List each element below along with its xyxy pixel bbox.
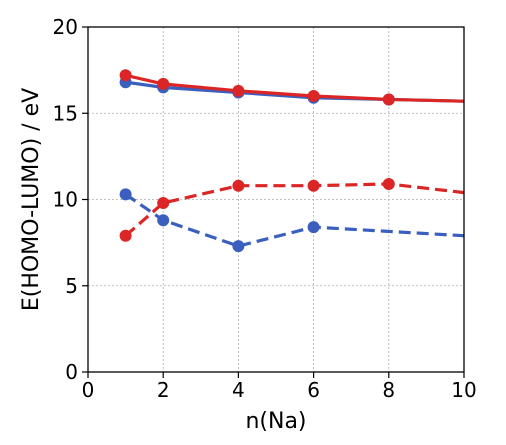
series-layer bbox=[119, 69, 465, 253]
y-tick-label: 10 bbox=[53, 188, 78, 212]
series-4-point bbox=[157, 196, 170, 209]
x-axis-label: n(Na) bbox=[245, 409, 306, 434]
series-3-point bbox=[232, 240, 245, 253]
x-tick-label: 8 bbox=[382, 378, 395, 402]
series-3-line bbox=[124, 193, 465, 248]
series-4-point bbox=[307, 179, 320, 192]
series-2-point bbox=[382, 93, 395, 106]
series-2-point bbox=[157, 77, 170, 90]
series-4-point bbox=[232, 179, 245, 192]
y-tick-label: 20 bbox=[53, 15, 78, 39]
series-2-point bbox=[119, 69, 132, 82]
x-tick-label: 6 bbox=[307, 378, 320, 402]
x-tick-label: 10 bbox=[451, 378, 476, 402]
series-2-line bbox=[125, 73, 465, 103]
y-tick-label: 15 bbox=[53, 101, 78, 125]
ticks: 0 2 4 6 8 10 0 5 10 15 20 bbox=[53, 15, 477, 402]
series-4-line bbox=[124, 182, 465, 237]
x-tick-label: 4 bbox=[232, 378, 245, 402]
x-tick-label: 2 bbox=[157, 378, 170, 402]
series-2-point bbox=[307, 90, 320, 102]
x-tick-label: 0 bbox=[82, 378, 95, 402]
series-3-point bbox=[307, 221, 320, 234]
y-tick-label: 5 bbox=[65, 274, 78, 298]
y-axis-label: E(HOMO-LUMO) / eV bbox=[19, 88, 44, 311]
series-4-point bbox=[119, 229, 132, 242]
series-2-point bbox=[232, 84, 245, 97]
series-4-point bbox=[382, 177, 395, 190]
series-3-point bbox=[157, 214, 170, 227]
y-tick-label: 0 bbox=[65, 360, 78, 384]
series-3-point bbox=[119, 188, 132, 201]
grid bbox=[88, 27, 464, 372]
